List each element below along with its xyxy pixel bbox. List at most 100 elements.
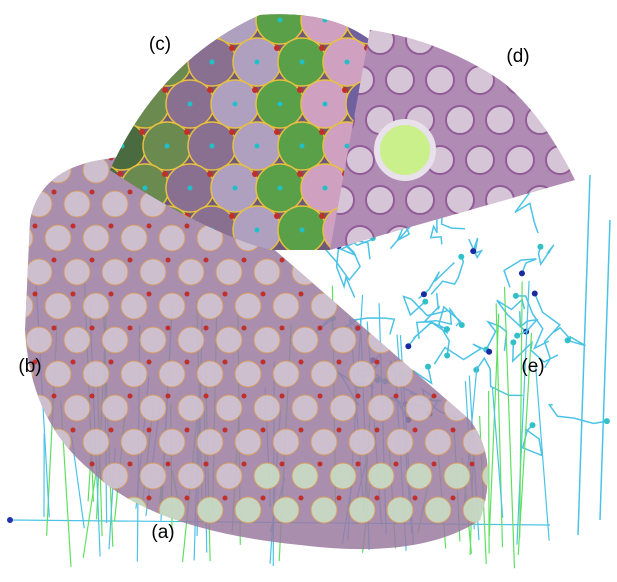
- atom: [90, 258, 95, 263]
- pore: [7, 225, 33, 251]
- pore: [159, 225, 185, 251]
- atom: [489, 292, 494, 297]
- atom: [109, 360, 114, 365]
- atom: [166, 462, 171, 467]
- atom: [318, 326, 323, 331]
- pore: [387, 361, 413, 387]
- atom: [274, 45, 280, 51]
- atom: [394, 326, 399, 331]
- atom: [71, 360, 76, 365]
- pore: [197, 361, 223, 387]
- center: [278, 18, 283, 23]
- node: [604, 418, 610, 424]
- pore: [501, 497, 527, 523]
- atom: [546, 326, 551, 331]
- center: [345, 60, 350, 65]
- pore: [425, 429, 451, 455]
- axis-line: [578, 175, 590, 535]
- atom: [394, 462, 399, 467]
- atom: [252, 87, 258, 93]
- pore: [444, 463, 470, 489]
- atom: [432, 462, 437, 467]
- edge: [434, 344, 489, 364]
- edge: [476, 358, 522, 395]
- atom: [147, 496, 152, 501]
- atom: [432, 326, 437, 331]
- highlight-pore: [377, 122, 433, 178]
- atom: [470, 258, 475, 263]
- pore: [466, 146, 494, 174]
- atom: [413, 496, 418, 501]
- atom: [375, 496, 380, 501]
- pore: [406, 26, 434, 54]
- center: [323, 186, 328, 191]
- atom: [252, 171, 258, 177]
- center: [323, 102, 328, 107]
- atom: [356, 326, 361, 331]
- pore: [273, 429, 299, 455]
- atom: [508, 326, 513, 331]
- pore: [482, 463, 508, 489]
- pore: [7, 157, 33, 183]
- atom: [451, 428, 456, 433]
- atom: [318, 394, 323, 399]
- atom: [139, 129, 145, 135]
- pore: [368, 463, 394, 489]
- atom: [375, 360, 380, 365]
- atom: [375, 292, 380, 297]
- atom: [299, 292, 304, 297]
- atom: [337, 496, 342, 501]
- atom: [546, 258, 551, 263]
- pore: [292, 395, 318, 421]
- pore: [235, 293, 261, 319]
- atom: [342, 3, 348, 9]
- center: [143, 102, 148, 107]
- atom: [90, 326, 95, 331]
- atom: [33, 496, 38, 501]
- center: [98, 102, 103, 107]
- atom: [470, 462, 475, 467]
- pore: [216, 395, 242, 421]
- pore: [311, 497, 337, 523]
- pore: [140, 463, 166, 489]
- atom: [204, 462, 209, 467]
- atom: [337, 360, 342, 365]
- pore: [346, 146, 374, 174]
- pore: [26, 395, 52, 421]
- center: [188, 186, 193, 191]
- center: [188, 102, 193, 107]
- center: [278, 186, 283, 191]
- pore: [586, 146, 614, 174]
- center: [233, 102, 238, 107]
- pore: [26, 259, 52, 285]
- atom: [128, 394, 133, 399]
- node: [421, 291, 427, 297]
- figure: (c) (d) (b) (e) (a): [0, 0, 617, 582]
- pore: [45, 429, 71, 455]
- atom: [52, 394, 57, 399]
- pore: [7, 293, 33, 319]
- center: [300, 144, 305, 149]
- center: [210, 60, 215, 65]
- pore: [292, 463, 318, 489]
- cap-cell: [121, 80, 169, 128]
- pore: [273, 497, 299, 523]
- atom: [318, 462, 323, 467]
- atom: [128, 326, 133, 331]
- pore: [463, 293, 489, 319]
- pore: [159, 429, 185, 455]
- atom: [90, 394, 95, 399]
- pore: [506, 146, 534, 174]
- center: [300, 60, 305, 65]
- pore: [386, 66, 414, 94]
- edge: [549, 405, 606, 424]
- wedge: [326, 26, 614, 254]
- pore: [486, 106, 514, 134]
- atom: [319, 213, 325, 219]
- atom: [280, 394, 285, 399]
- atom: [280, 462, 285, 467]
- pore: [526, 106, 554, 134]
- pore: [83, 225, 109, 251]
- pore: [102, 191, 128, 217]
- node: [486, 349, 492, 355]
